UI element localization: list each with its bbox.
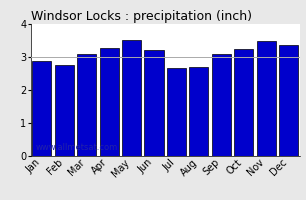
Bar: [257, 41, 276, 156]
Bar: [144, 50, 163, 156]
Bar: [234, 49, 253, 156]
Bar: [77, 54, 96, 156]
Text: Windsor Locks : precipitation (inch): Windsor Locks : precipitation (inch): [31, 10, 252, 23]
Bar: [32, 61, 51, 156]
Bar: [100, 48, 119, 156]
Bar: [167, 68, 186, 156]
Bar: [279, 45, 298, 156]
Bar: [55, 65, 74, 156]
Bar: [189, 67, 208, 156]
Bar: [122, 40, 141, 156]
Bar: [212, 54, 231, 156]
Text: www.allmetsat.com: www.allmetsat.com: [36, 143, 118, 152]
